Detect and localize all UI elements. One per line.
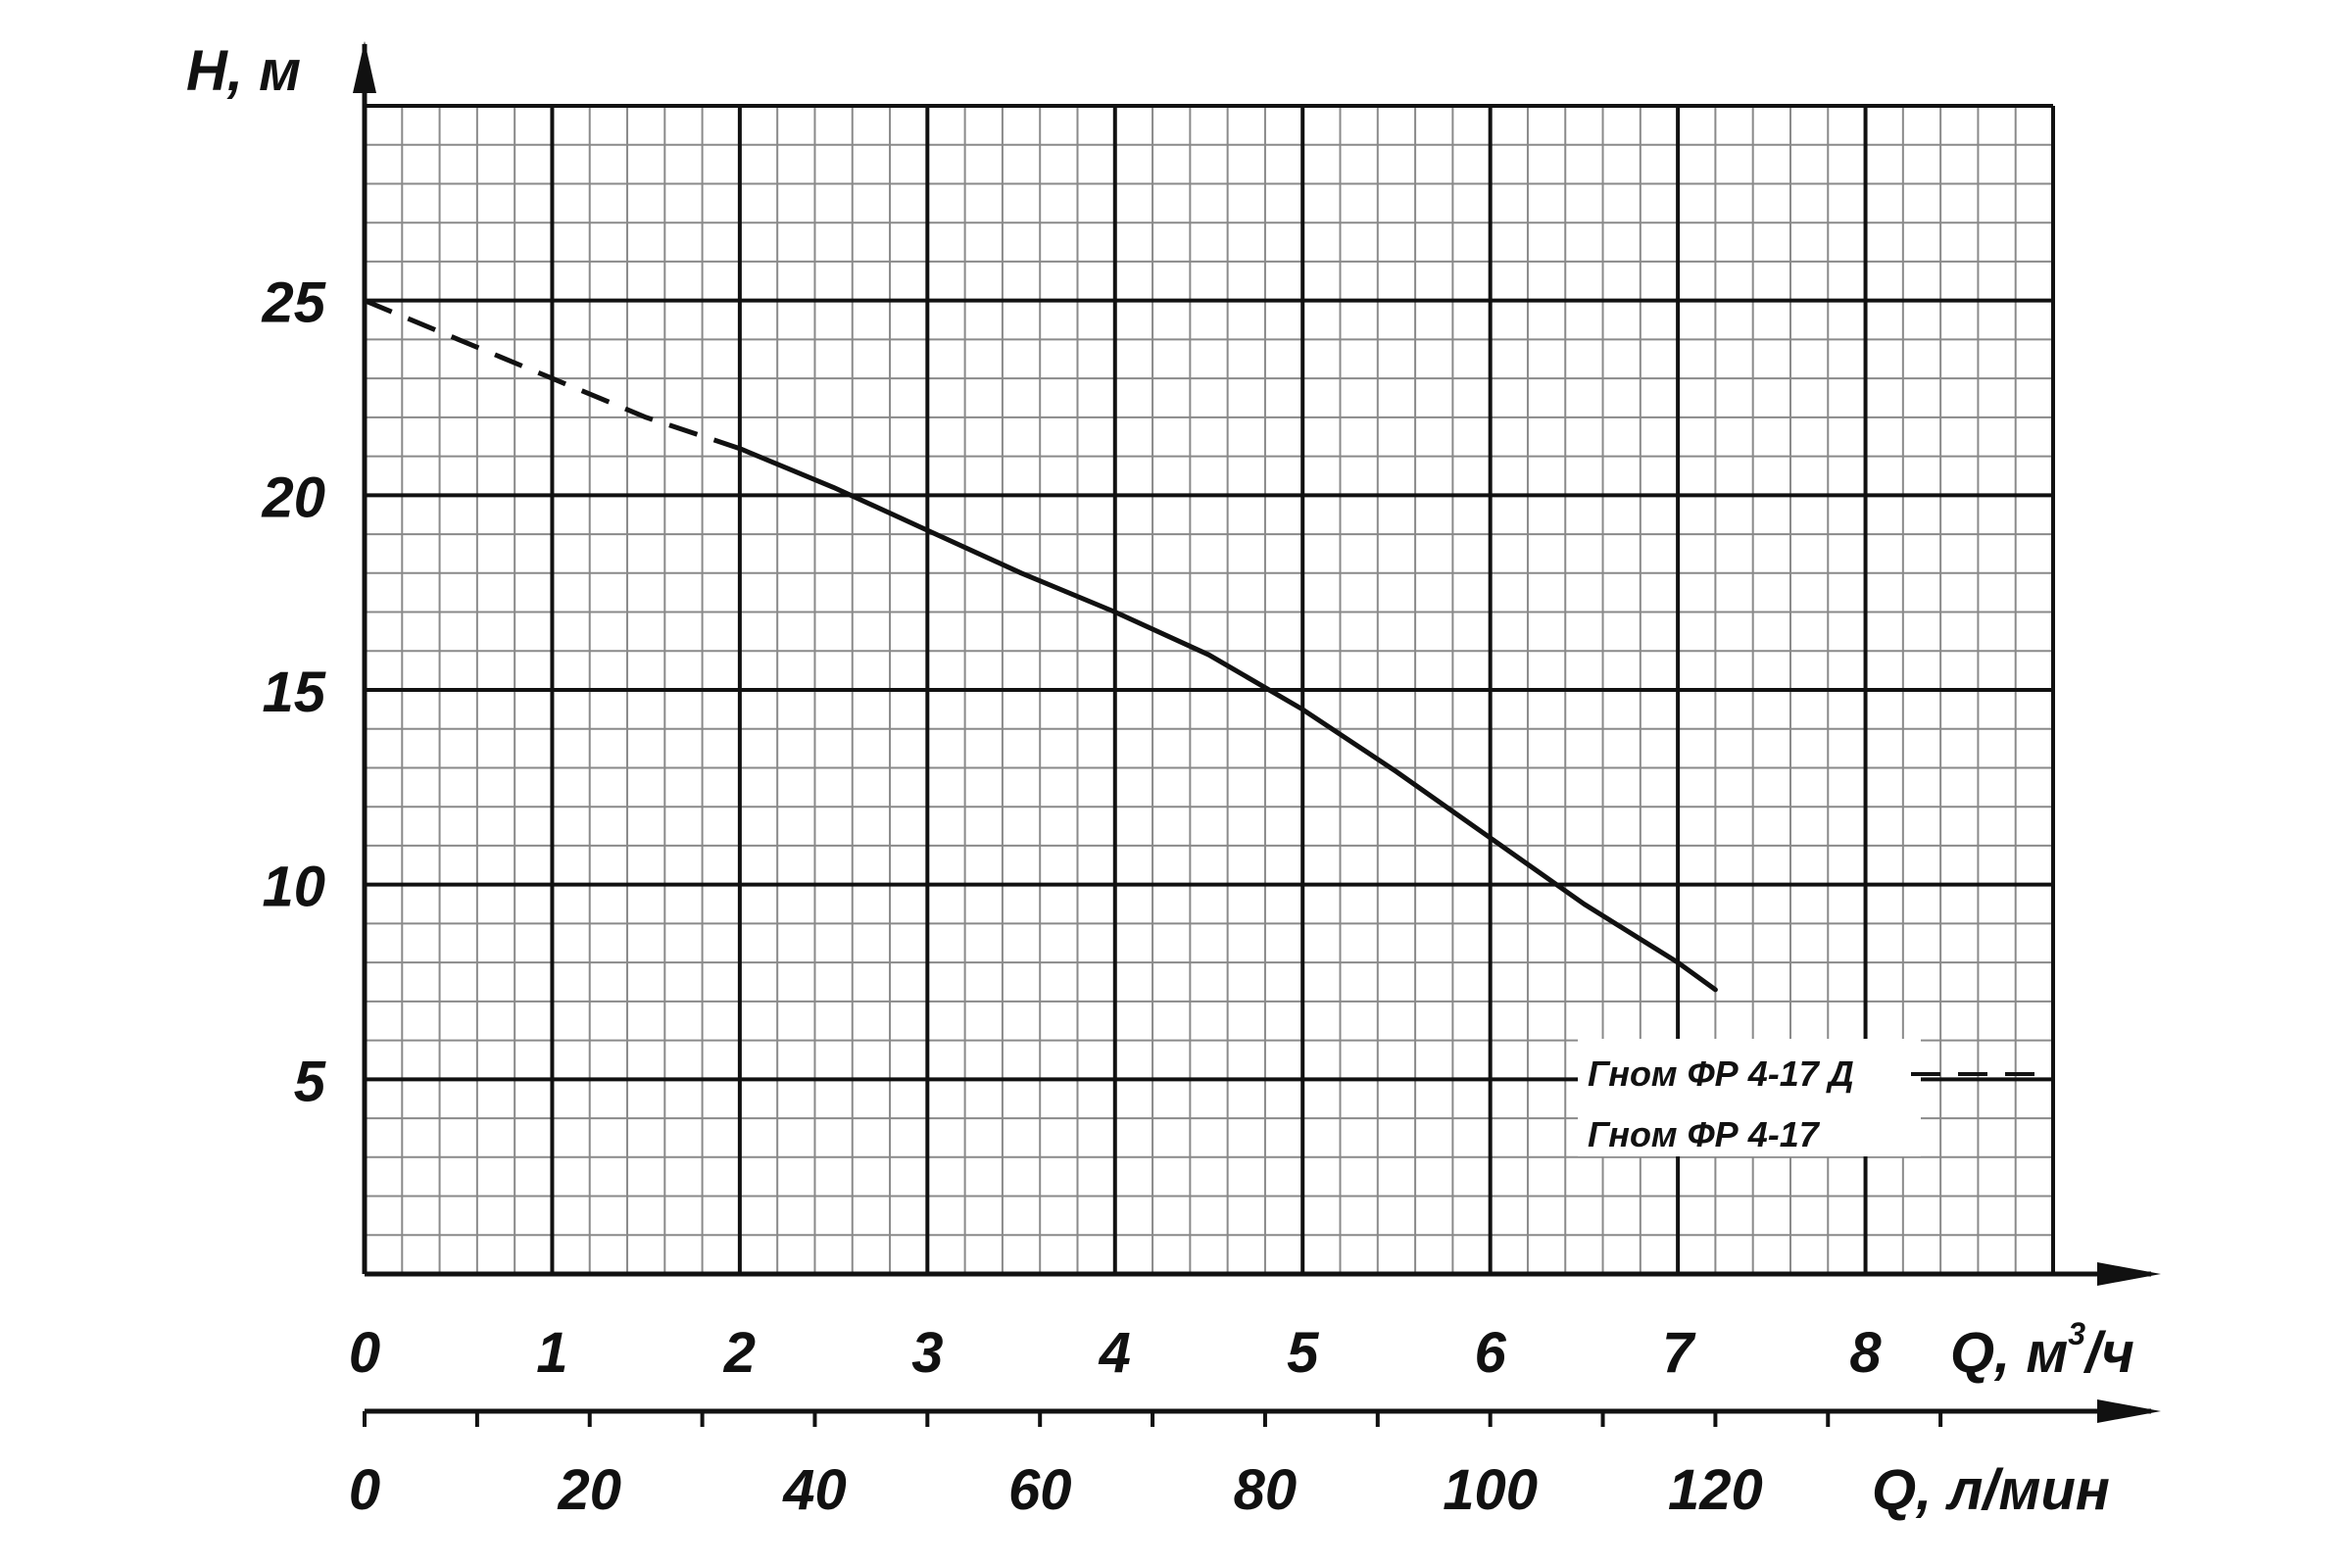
- legend-entry-dashed: Гном ФР 4-17 Д: [1588, 1054, 1854, 1094]
- x2-tick-label: 120: [1668, 1458, 1763, 1522]
- x-tick-label: 1: [536, 1321, 567, 1385]
- x-tick-label: 8: [1849, 1321, 1882, 1385]
- y-tick-label: 15: [262, 661, 325, 724]
- x-tick-label: 2: [723, 1321, 756, 1385]
- x-axis-title: Q, м3/ч: [1950, 1316, 2134, 1385]
- legend-box: [1578, 1039, 1921, 1156]
- y-axis-title: H, м: [186, 39, 301, 103]
- y-axis-arrow: [353, 41, 376, 93]
- x-tick-label: 5: [1287, 1321, 1319, 1385]
- x-tick-label: 4: [1099, 1321, 1131, 1385]
- x2-axis-arrow: [2097, 1399, 2161, 1423]
- axes: [353, 41, 2161, 1427]
- x-tick-label: 6: [1475, 1321, 1507, 1385]
- x-axis-title-main: Q, м: [1950, 1321, 2068, 1385]
- x2-axis-title: Q, л/мин: [1872, 1458, 2110, 1522]
- x-tick-label: 7: [1662, 1321, 1696, 1385]
- series-line-dashed: [364, 298, 741, 452]
- legend: Гном ФР 4-17 Д Гном ФР 4-17: [1578, 1039, 2038, 1156]
- series-line-solid: [737, 446, 1718, 993]
- x-axis-arrow: [2097, 1262, 2161, 1286]
- series-layer: [364, 298, 1718, 993]
- y-tick-label: 20: [261, 466, 325, 529]
- x2-tick-label: 40: [782, 1458, 847, 1522]
- y-tick-label: 10: [262, 856, 325, 919]
- x-axis-title-superscript: 3: [2068, 1316, 2085, 1351]
- x-tick-label: 3: [911, 1321, 943, 1385]
- y-tick-label: 25: [261, 271, 325, 335]
- x-tick-label: 0: [349, 1321, 380, 1385]
- major-grid: [365, 104, 2055, 1274]
- x2-tick-label: 20: [557, 1458, 621, 1522]
- x-axis-title-suffix: /ч: [2082, 1321, 2134, 1385]
- x2-tick-label: 60: [1008, 1458, 1072, 1522]
- x2-tick-label: 80: [1234, 1458, 1298, 1522]
- legend-entry-solid: Гном ФР 4-17: [1588, 1114, 1821, 1154]
- x2-tick-label: 0: [349, 1458, 380, 1522]
- x2-tick-label: 100: [1443, 1458, 1538, 1522]
- y-tick-label: 5: [294, 1050, 326, 1113]
